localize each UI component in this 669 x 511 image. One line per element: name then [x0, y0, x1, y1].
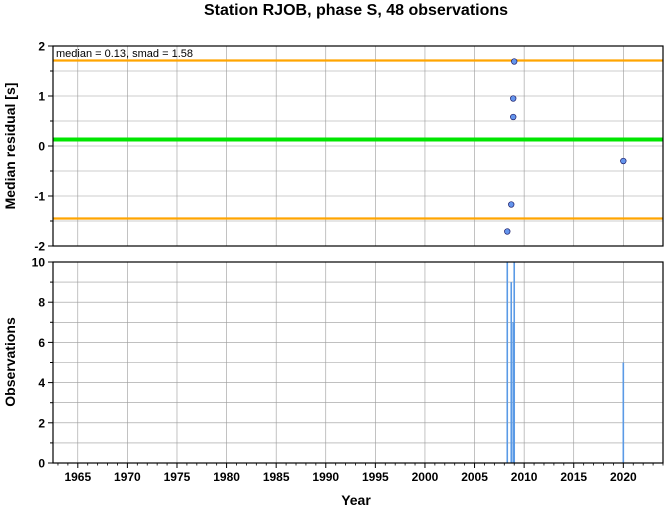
x-tick-label: 1980 — [213, 470, 240, 484]
residual-reference-lines — [53, 59, 663, 220]
observation-bar — [622, 362, 625, 463]
observations-x-axis: 1965 1970 1975 1980 1985 1990 1995 2000 2005 2010… — [57, 463, 664, 484]
observations-bars — [506, 262, 625, 463]
residual-point — [620, 157, 627, 165]
residual-panel: -2 -1 0 1 2 median = 0.13, smad = 1.58 Media… — [2, 40, 664, 254]
residual-point — [504, 228, 511, 235]
x-tick-label: 1990 — [312, 470, 339, 484]
y-tick-label: 1 — [38, 90, 45, 104]
residual-y-axis: -2 -1 0 1 2 — [34, 40, 53, 254]
observation-bar — [510, 282, 513, 463]
y-tick-label: 8 — [38, 296, 45, 310]
residual-point — [510, 113, 517, 121]
x-tick-label: 2005 — [461, 470, 488, 484]
y-tick-label: 0 — [38, 457, 45, 471]
x-tick-label: 1995 — [362, 470, 389, 484]
x-tick-label: 2015 — [560, 470, 587, 484]
x-tick-label: 2000 — [412, 470, 439, 484]
residual-point — [511, 58, 518, 65]
x-axis-label: Year — [341, 492, 371, 508]
y-tick-label: 6 — [38, 336, 45, 350]
y-tick-label: 10 — [32, 256, 46, 270]
y-tick-label: -2 — [34, 240, 45, 254]
x-tick-label: 1965 — [64, 470, 91, 484]
observation-bar — [512, 322, 515, 463]
y-tick-label: 0 — [38, 140, 45, 154]
residual-annotation: median = 0.13, smad = 1.58 — [56, 48, 193, 60]
chart-title: Station RJOB, phase S, 48 observations — [204, 2, 508, 19]
observations-y-axis: 0 2 4 6 8 10 — [32, 256, 53, 471]
x-tick-label: 2020 — [610, 470, 637, 484]
observations-y-label: Observations — [2, 317, 18, 407]
y-tick-label: 4 — [38, 376, 45, 390]
observations-panel: 0 2 4 6 8 10 1965 1970 1975 1980 1985 1990 1995 2000… — [2, 256, 664, 508]
x-tick-label: 2010 — [511, 470, 538, 484]
x-tick-label: 1975 — [164, 470, 191, 484]
x-tick-label: 1985 — [263, 470, 290, 484]
residual-point — [508, 201, 515, 208]
residual-y-label: Median residual [s] — [2, 83, 18, 210]
x-tick-label: 1970 — [114, 470, 141, 484]
observation-bar — [513, 262, 516, 463]
y-tick-label: 2 — [38, 416, 45, 430]
residual-point — [510, 95, 517, 102]
y-tick-label: 2 — [38, 40, 45, 54]
observation-bar — [506, 262, 509, 463]
y-tick-label: -1 — [34, 190, 45, 204]
residual-points — [504, 58, 627, 235]
